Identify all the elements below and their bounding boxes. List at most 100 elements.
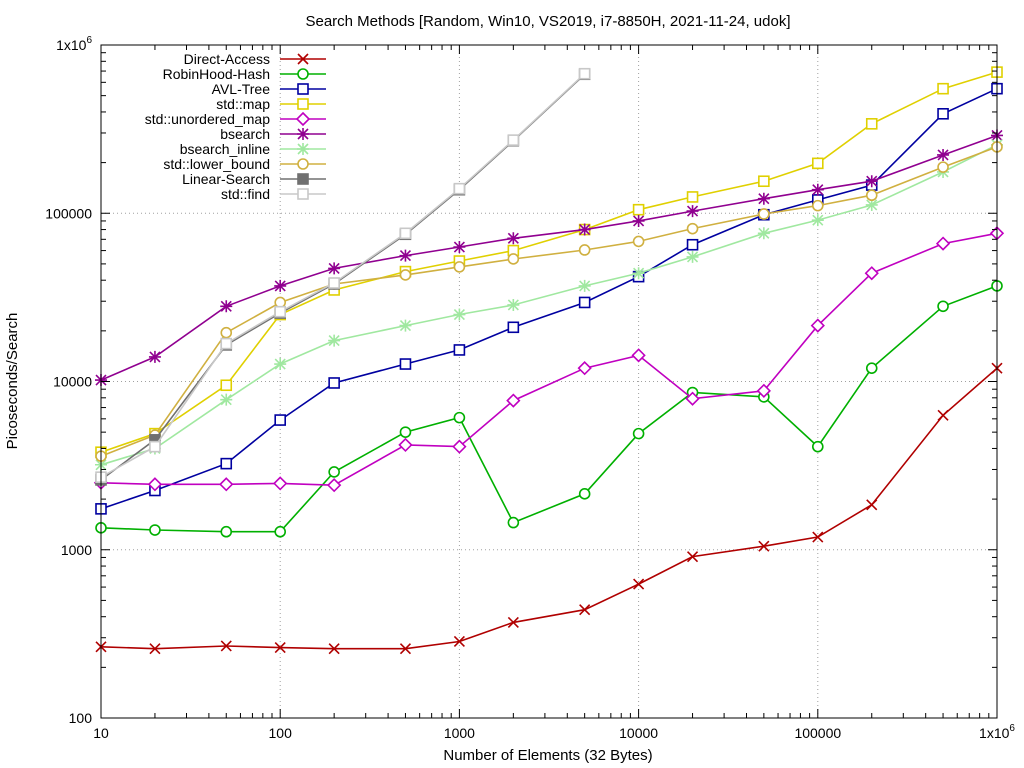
data-point (632, 235, 645, 248)
legend-swatch-marker (297, 83, 309, 95)
legend-item: RobinHood-Hash (163, 66, 326, 82)
data-point (935, 236, 951, 251)
data-point (220, 525, 233, 538)
legend-swatch-marker (297, 143, 309, 155)
data-point (453, 411, 466, 424)
data-point (453, 182, 466, 195)
data-point (327, 478, 342, 493)
data-point (866, 499, 878, 511)
legend-swatch-marker (297, 68, 309, 80)
data-point (578, 67, 591, 80)
legend-item: bsearch_inline (180, 141, 326, 157)
data-point (811, 214, 824, 227)
legend-label: std::find (221, 186, 270, 202)
data-point (937, 409, 949, 421)
data-point (756, 383, 771, 398)
data-point (633, 578, 645, 590)
data-point (274, 358, 287, 371)
legend-swatch-marker (295, 111, 311, 127)
data-point (399, 249, 412, 262)
data-point (811, 157, 824, 170)
data-point (811, 199, 824, 212)
data-point (578, 279, 591, 292)
data-point (507, 321, 520, 334)
data-point (758, 540, 770, 552)
data-point (220, 457, 233, 470)
data-point (220, 337, 233, 350)
data-point (937, 161, 949, 173)
data-point (148, 350, 161, 363)
data-point (328, 262, 341, 275)
data-point (812, 531, 824, 543)
data-point (577, 361, 592, 376)
data-point (632, 427, 645, 440)
x-tick-label: 100 (269, 725, 293, 741)
legend-item: std::lower_bound (163, 156, 326, 172)
series-line (100, 71, 998, 453)
data-point (578, 488, 591, 500)
legend-item: Linear-Search (182, 171, 326, 187)
data-point (274, 305, 287, 318)
series-line (100, 134, 998, 381)
data-point (398, 437, 413, 453)
data-point (578, 244, 591, 256)
data-point (757, 227, 770, 240)
data-point (632, 214, 645, 227)
series-5 (95, 129, 1003, 387)
data-point (631, 348, 646, 363)
data-point (453, 261, 466, 273)
legend-swatch-marker (297, 128, 309, 140)
data-point (452, 439, 467, 454)
data-point (865, 189, 878, 202)
data-point (220, 640, 232, 652)
legend-label: bsearch_inline (180, 141, 270, 157)
data-point (149, 643, 161, 655)
data-point (220, 393, 233, 406)
data-point (149, 440, 161, 453)
y-tick-label: 100 (69, 710, 93, 726)
data-point (220, 326, 233, 339)
data-point (810, 318, 825, 333)
data-point (274, 642, 286, 654)
legend-item: std::find (221, 186, 326, 202)
data-point (453, 308, 466, 321)
legend-swatch-marker (297, 158, 309, 170)
y-axis-label: Picoseconds/Search (4, 313, 21, 450)
data-point (507, 298, 520, 311)
data-point (274, 414, 287, 426)
data-point (453, 344, 466, 356)
series-line (100, 146, 998, 457)
legend-item: std::map (216, 96, 326, 112)
data-point (865, 362, 878, 374)
data-point (578, 223, 591, 236)
legend-label: std::lower_bound (163, 156, 270, 172)
data-point (686, 238, 699, 251)
data-point (328, 466, 340, 478)
data-point (507, 253, 520, 265)
data-point (864, 266, 879, 281)
x-axis-label: Number of Elements (32 Bytes) (443, 747, 652, 764)
data-point (937, 82, 949, 95)
data-point (686, 551, 699, 563)
series-line (100, 144, 998, 466)
legend: Direct-AccessRobinHood-HashAVL-Treestd::… (145, 51, 326, 202)
data-point (811, 440, 824, 453)
data-point (453, 635, 465, 648)
x-tick-label: 1000 (444, 725, 475, 741)
legend-swatch-marker (297, 98, 309, 110)
data-point (937, 148, 950, 161)
data-point (399, 358, 412, 370)
legend-swatch-marker (297, 188, 309, 200)
legend-label: AVL-Tree (212, 81, 271, 97)
data-point (219, 477, 234, 492)
data-point (328, 377, 340, 389)
axis-ticks: 10 100 1000 10000 100000 1x106100100010000100… (45, 35, 1015, 741)
grid-lines (101, 45, 997, 718)
data-point (149, 524, 161, 536)
data-point (507, 616, 519, 628)
legend-item: std::unordered_map (145, 111, 326, 127)
series-line (100, 87, 998, 510)
series-0 (95, 362, 1003, 655)
data-point (274, 525, 287, 538)
